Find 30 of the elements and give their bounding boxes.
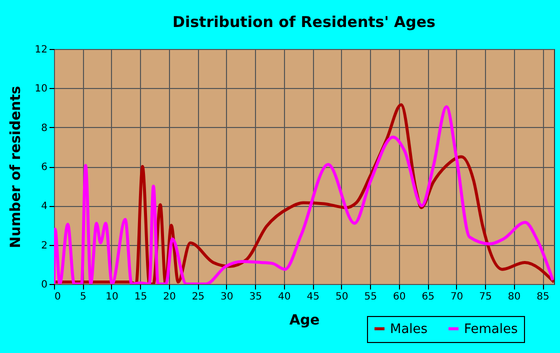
x-tick-label: 85 [536, 292, 550, 302]
y-tick-label: 10 [34, 84, 48, 95]
y-tick-label: 12 [34, 44, 48, 56]
x-axis-title: Age [289, 312, 320, 328]
x-tick-label: 0 [54, 292, 61, 302]
x-tick-label: 10 [106, 292, 118, 302]
chart-title: Distribution of Residents' Ages [172, 13, 436, 31]
y-tick-label: 2 [41, 240, 48, 252]
x-tick-label: 35 [249, 292, 262, 302]
x-tick-label: 65 [422, 292, 434, 302]
x-tick-label: 30 [220, 292, 234, 302]
x-tick-label: 40 [278, 292, 291, 302]
x-tick-label: 5 [80, 292, 86, 302]
x-tick-label: 50 [335, 292, 348, 302]
legend-label: Females [464, 322, 518, 337]
y-tick-label: 4 [41, 201, 48, 212]
x-tick-label: 15 [134, 292, 148, 302]
x-tick-label: 55 [364, 292, 377, 302]
x-tick-label: 25 [192, 292, 205, 302]
x-tick-label: 75 [479, 292, 492, 302]
x-tick-label: 60 [392, 292, 406, 302]
legend-label: Males [390, 322, 428, 337]
y-tick-label: 6 [41, 162, 48, 173]
y-tick-label: 0 [41, 280, 48, 290]
x-tick-label: 20 [163, 292, 176, 302]
y-tick-label: 8 [41, 122, 48, 134]
y-axis-title: Number of residents [8, 86, 24, 248]
x-tick-label: 70 [450, 292, 464, 302]
x-tick-label: 80 [508, 292, 521, 302]
x-tick-label: 45 [306, 292, 320, 302]
